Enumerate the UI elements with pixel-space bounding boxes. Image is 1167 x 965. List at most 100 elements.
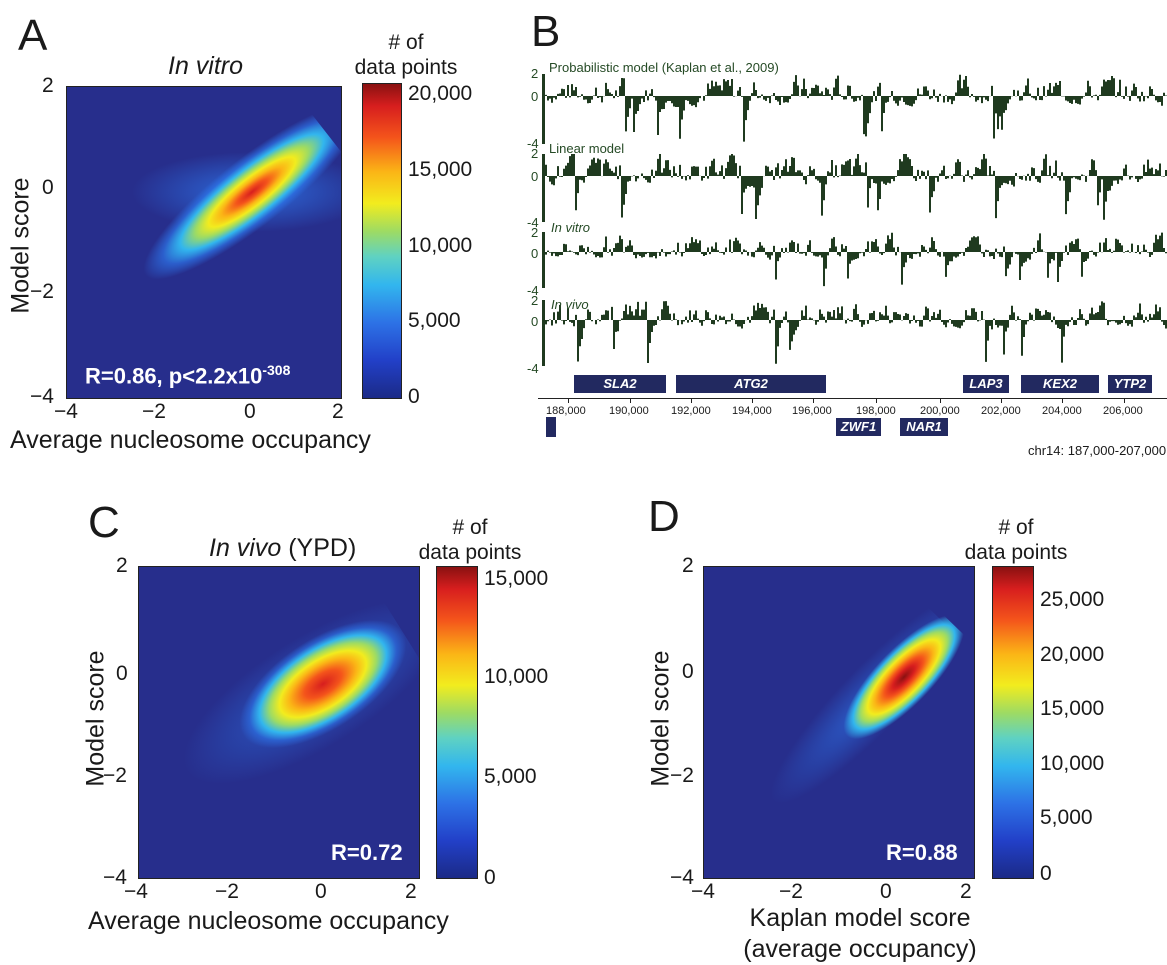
panel-c-colorbar-tick: 15,000 xyxy=(484,567,549,590)
panel-a-xtick: −4 xyxy=(54,400,78,423)
coordinate-tick xyxy=(752,398,753,403)
panel-a-ytick: −2 xyxy=(30,280,54,303)
track-label: Linear model xyxy=(549,141,625,156)
panel-a-title: In vitro xyxy=(168,52,244,80)
panel-c-letter: C xyxy=(88,498,120,547)
coordinate-label: 198,000 xyxy=(856,405,896,417)
panel-c-xtick: 2 xyxy=(405,880,417,903)
track-label: In vivo xyxy=(551,297,589,312)
coordinate-label: 206,000 xyxy=(1103,405,1143,417)
panel-d-xtick: −2 xyxy=(779,880,803,903)
coordinate-label: 200,000 xyxy=(920,405,960,417)
track-axis xyxy=(542,74,545,144)
track-scale: -4 xyxy=(527,283,539,298)
coordinate-label: 196,000 xyxy=(792,405,832,417)
track-signal-3 xyxy=(545,301,1167,364)
panel-c-ytick: −2 xyxy=(103,764,127,787)
track-scale: 0 xyxy=(531,89,539,104)
track-signal-2 xyxy=(545,232,1167,287)
panel-d-stat: R=0.88 xyxy=(886,840,958,865)
coordinate-tick xyxy=(1124,398,1125,403)
gene-unlabeled[interactable] xyxy=(546,417,556,437)
coordinate-tick xyxy=(691,398,692,403)
panel-b-tracks xyxy=(542,74,1167,366)
gene-lap3[interactable]: LAP3 xyxy=(963,375,1009,393)
panel-d-colorbar-tick: 0 xyxy=(1040,862,1052,885)
track-scale: 2 xyxy=(531,66,539,81)
panel-a-ytick: 2 xyxy=(42,74,54,97)
panel-c-colorbar-tick: 0 xyxy=(484,866,496,889)
panel-d-colorbar-title: # of data points xyxy=(964,516,1068,564)
panel-d-ytick: −4 xyxy=(670,866,694,889)
panel-d-xtick: 0 xyxy=(880,880,892,903)
track-scale: 0 xyxy=(531,169,539,184)
panel-d-colorbar xyxy=(992,566,1034,879)
panel-a-colorbar-title: # of data points xyxy=(354,31,458,79)
panel-d-colorbar-tick: 5,000 xyxy=(1040,806,1093,829)
panel-c-colorbar-title: # of data points xyxy=(418,516,522,564)
panel-d-ytick: 2 xyxy=(682,554,694,577)
panel-c-ytick: −4 xyxy=(103,866,127,889)
panel-a-heatmap: R=0.86, p<2.2x10-308 xyxy=(66,86,342,399)
track-scale: -4 xyxy=(527,136,539,151)
panel-c-ylabel: Model score xyxy=(81,650,110,787)
gene-atg2[interactable]: ATG2 xyxy=(676,375,826,393)
coordinate-tick xyxy=(940,398,941,403)
panel-a-colorbar-tick: 5,000 xyxy=(408,309,461,332)
panel-c-title: In vivo (YPD) xyxy=(209,534,357,562)
gene-zwf1[interactable]: ZWF1 xyxy=(836,418,881,436)
panel-a-colorbar xyxy=(362,83,402,399)
panel-a-xtick: 2 xyxy=(332,400,344,423)
track-signal-0 xyxy=(545,74,1167,142)
panel-d-colorbar-tick: 25,000 xyxy=(1040,588,1105,611)
panel-a-colorbar-tick: 15,000 xyxy=(408,158,473,181)
panel-c-stat: R=0.72 xyxy=(331,840,403,865)
panel-a-ytick: −4 xyxy=(30,385,54,408)
panel-d-letter: D xyxy=(648,492,680,541)
panel-d-xlabel: Kaplan model score (average occupancy) xyxy=(743,904,977,963)
gene-ytp2[interactable]: YTP2 xyxy=(1108,375,1152,393)
panel-d-xtick: −4 xyxy=(691,880,715,903)
track-scale: 0 xyxy=(531,314,539,329)
coordinate-tick xyxy=(630,398,631,403)
coordinate-tick xyxy=(568,398,569,403)
track-scale: 0 xyxy=(531,246,539,261)
track-scale: 2 xyxy=(531,146,539,161)
panel-a-xlabel: Average nucleosome occupancy xyxy=(10,426,371,454)
panel-a-colorbar-tick: 0 xyxy=(408,385,420,408)
panel-c-ytick: 0 xyxy=(116,662,128,685)
panel-d-ytick: −2 xyxy=(670,764,694,787)
panel-a-xtick: 0 xyxy=(244,400,256,423)
panel-a-stat: R=0.86, p<2.2x10-308 xyxy=(85,362,291,389)
panel-a-xtick: −2 xyxy=(142,400,166,423)
panel-a-ytick: 0 xyxy=(42,176,54,199)
coordinate-tick xyxy=(813,398,814,403)
coordinate-label: 194,000 xyxy=(732,405,772,417)
panel-d-colorbar-tick: 20,000 xyxy=(1040,643,1105,666)
panel-c-colorbar-tick: 10,000 xyxy=(484,665,549,688)
track-scale: -4 xyxy=(527,361,539,376)
track-axis xyxy=(542,232,545,288)
panel-d-ylabel: Model score xyxy=(646,650,675,787)
coordinate-label: 188,000 xyxy=(546,405,586,417)
gene-kex2[interactable]: KEX2 xyxy=(1021,375,1099,393)
panel-d-colorbar-tick: 15,000 xyxy=(1040,697,1105,720)
panel-a-colorbar-tick: 10,000 xyxy=(408,234,473,257)
gene-nar1[interactable]: NAR1 xyxy=(900,418,948,436)
panel-c-xtick: −2 xyxy=(215,880,239,903)
panel-d-colorbar-tick: 10,000 xyxy=(1040,752,1105,775)
panel-d-ytick: 0 xyxy=(682,660,694,683)
track-scale: 2 xyxy=(531,225,539,240)
region-label: chr14: 187,000-207,000 xyxy=(1028,443,1167,458)
panel-d-heatmap: R=0.88 xyxy=(703,566,975,879)
panel-c-xlabel: Average nucleosome occupancy xyxy=(88,907,449,935)
coordinate-tick xyxy=(1062,398,1063,403)
track-scale: -4 xyxy=(527,215,539,230)
panel-a-colorbar-tick: 20,000 xyxy=(408,82,473,105)
gene-sla2[interactable]: SLA2 xyxy=(574,375,666,393)
coordinate-label: 204,000 xyxy=(1042,405,1082,417)
coordinate-tick xyxy=(1001,398,1002,403)
track-axis xyxy=(542,300,545,366)
panel-a-letter: A xyxy=(18,11,48,60)
panel-c-xtick: 0 xyxy=(315,880,327,903)
